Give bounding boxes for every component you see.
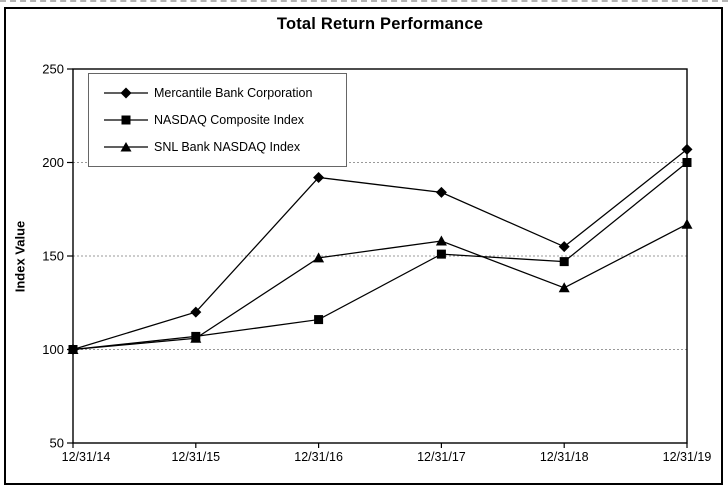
- page-top-dashed-border: [0, 0, 728, 2]
- chart-title: Total Return Performance: [276, 15, 484, 33]
- x-tick-label: 12/31/19: [663, 450, 712, 464]
- x-tick-label: 12/31/17: [417, 450, 466, 464]
- series-line-snl-bank-nasdaq-index: [72, 223, 688, 351]
- y-tick-label: 250: [42, 62, 64, 77]
- legend-label: Mercantile Bank Corporation: [154, 86, 313, 101]
- data-point-marker-diamond: [435, 186, 447, 198]
- data-point-marker-triangle: [681, 218, 693, 229]
- data-point-marker-square: [682, 158, 692, 167]
- legend-item-nasdaq-composite: NASDAQ Composite Index: [104, 111, 346, 129]
- x-tick-label: 12/31/15: [171, 450, 220, 464]
- legend: Mercantile Bank Corporation NASDAQ Compo…: [88, 73, 347, 167]
- legend-item-mercantile: Mercantile Bank Corporation: [104, 84, 346, 102]
- x-tick-label: 12/31/18: [540, 450, 589, 464]
- series-line-nasdaq-composite-index: [72, 162, 688, 351]
- x-tick-label: 12/31/16: [294, 450, 343, 464]
- legend-label: NASDAQ Composite Index: [154, 112, 305, 127]
- x-tick-label: 12/31/14: [62, 450, 111, 464]
- data-point-marker-square: [314, 315, 324, 325]
- y-tick-label: 50: [50, 436, 64, 451]
- data-point-marker-square: [436, 249, 446, 259]
- data-point-marker-square: [68, 345, 78, 354]
- square-marker-icon: [104, 115, 148, 125]
- y-tick-label: 100: [42, 342, 64, 357]
- data-point-marker-triangle: [558, 282, 570, 293]
- series-line-mercantile-bank-corporation: [72, 148, 688, 351]
- y-tick-label: 200: [42, 155, 64, 170]
- data-point-marker-diamond: [558, 241, 570, 253]
- legend-item-snl-bank-nasdaq: SNL Bank NASDAQ Index: [104, 138, 346, 156]
- y-tick-label: 150: [42, 249, 64, 264]
- data-point-marker-square: [191, 331, 201, 341]
- data-point-marker-diamond: [313, 171, 325, 183]
- data-point-marker-diamond: [190, 306, 202, 318]
- data-point-marker-triangle: [313, 252, 325, 263]
- data-point-marker-diamond: [681, 143, 693, 155]
- diamond-marker-icon: [104, 87, 148, 99]
- data-point-marker-square: [559, 257, 569, 267]
- legend-label: SNL Bank NASDAQ Index: [154, 139, 301, 154]
- triangle-marker-icon: [104, 141, 148, 152]
- data-point-marker-triangle: [435, 235, 447, 246]
